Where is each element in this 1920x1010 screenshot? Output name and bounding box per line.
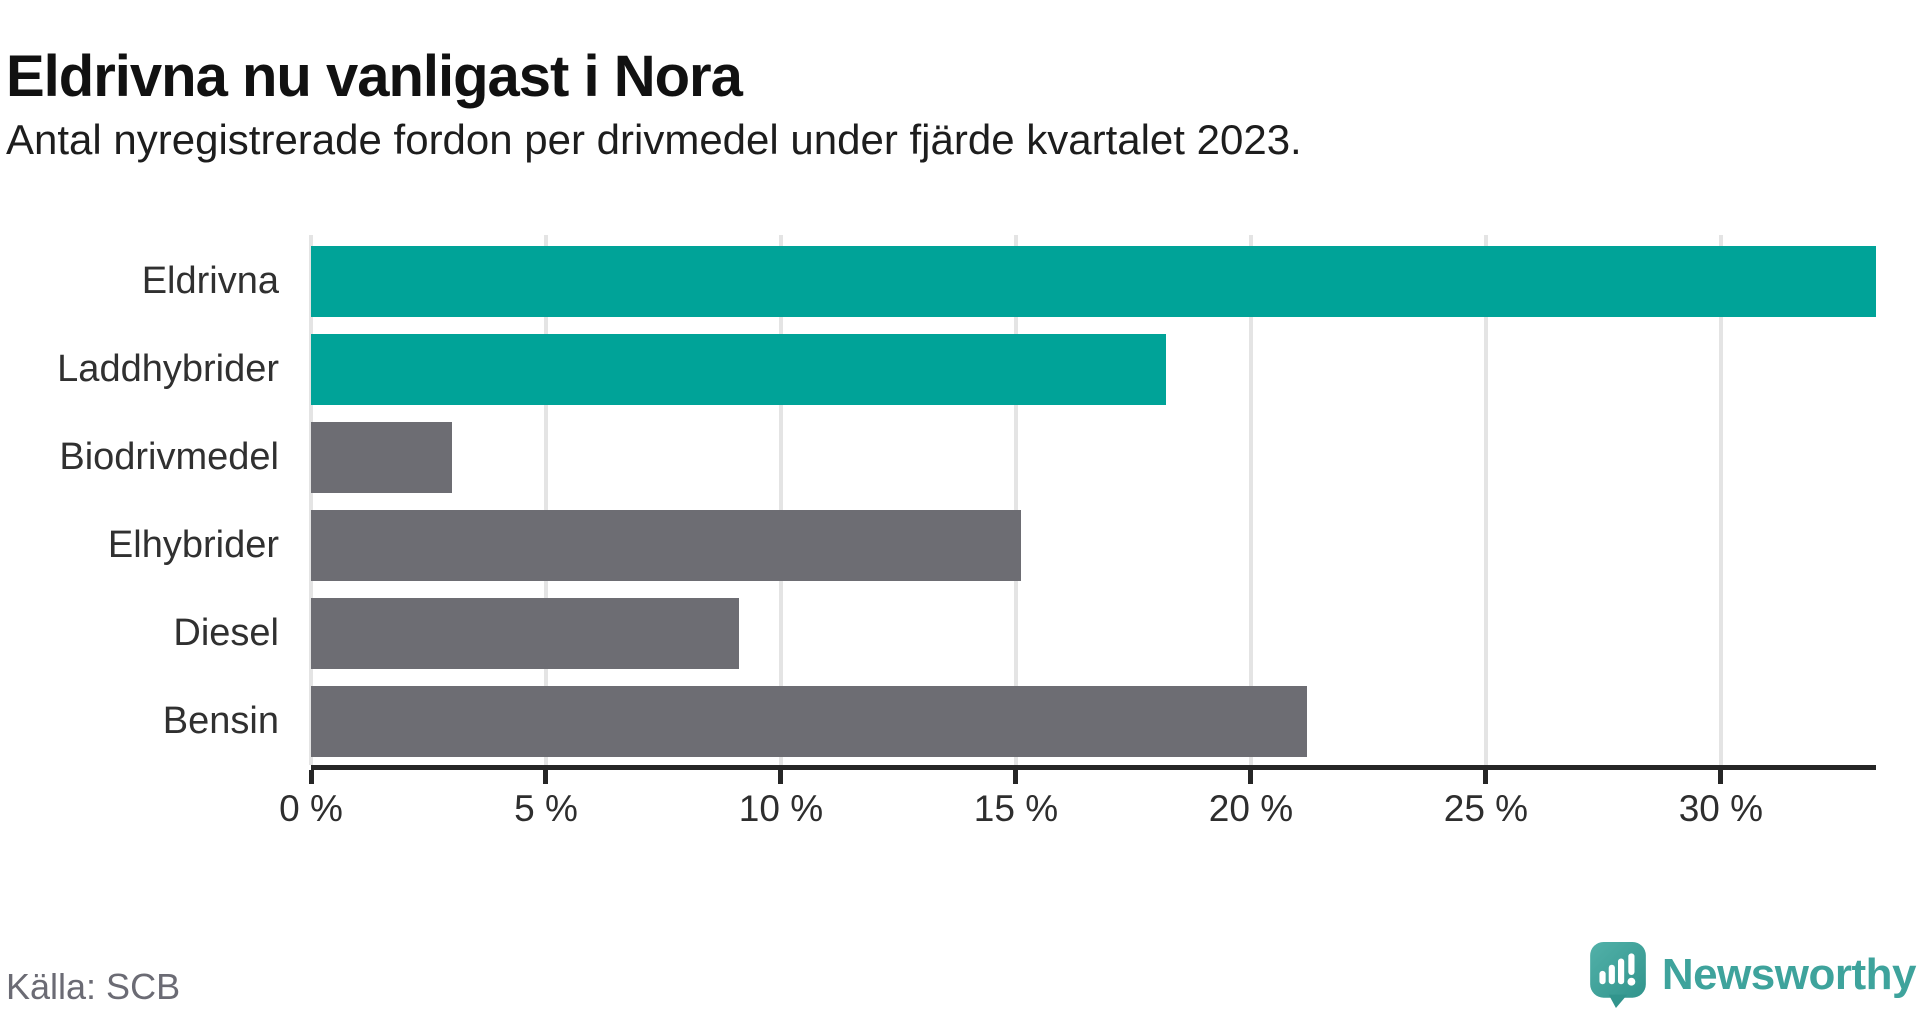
bar-bensin xyxy=(311,686,1308,757)
category-label: Eldrivna xyxy=(141,260,279,302)
category-label: Bensin xyxy=(162,700,279,742)
gridline xyxy=(1483,235,1488,765)
gridline xyxy=(309,235,313,765)
axis-tick xyxy=(543,770,549,784)
bar-diesel xyxy=(311,598,739,669)
newsworthy-wordmark: Newsworthy xyxy=(1661,950,1917,999)
category-label: Diesel xyxy=(173,612,279,654)
gridline xyxy=(1013,235,1018,765)
category-label: Elhybrider xyxy=(107,524,279,566)
bar-laddhybrider xyxy=(311,334,1167,405)
plot-area xyxy=(308,235,1876,784)
chart-subtitle: Antal nyregistrerade fordon per drivmede… xyxy=(6,116,1302,163)
axis-tick xyxy=(1013,770,1019,784)
x-axis-labels: 0 % 5 % 10 % 15 % 20 % 25 % 30 % xyxy=(279,788,1876,832)
axis-tick xyxy=(1248,770,1254,784)
gridline xyxy=(778,235,783,765)
category-label: Laddhybrider xyxy=(57,348,279,390)
newsworthy-logo: Newsworthy xyxy=(1589,940,1917,1010)
bar-biodrivmedel xyxy=(311,422,452,493)
source-note: Källa: SCB xyxy=(6,966,181,1007)
x-tick-label: 10 % xyxy=(738,788,824,829)
x-tick-label: 15 % xyxy=(973,788,1059,829)
x-tick-label: 25 % xyxy=(1443,788,1529,829)
axis-tick xyxy=(1718,770,1724,784)
newsworthy-bubble-icon xyxy=(1589,942,1646,1008)
x-tick-label: 20 % xyxy=(1208,788,1294,829)
axis-tick xyxy=(308,770,314,784)
category-label: Biodrivmedel xyxy=(59,436,279,478)
axis-tick xyxy=(778,770,784,784)
x-tick-label: 30 % xyxy=(1678,788,1764,829)
gridline xyxy=(543,235,548,765)
bar-eldrivna xyxy=(311,246,1876,317)
x-tick-label: 5 % xyxy=(514,788,578,829)
gridline xyxy=(1718,235,1723,765)
bar-elhybrider xyxy=(311,510,1021,581)
x-tick-label: 0 % xyxy=(279,788,343,829)
axis-tick xyxy=(1483,770,1489,784)
category-axis: Eldrivna Laddhybrider Biodrivmedel Elhybrid… xyxy=(0,235,295,765)
chart-title: Eldrivna nu vanligast i Nora xyxy=(6,43,743,109)
gridline xyxy=(1248,235,1253,765)
